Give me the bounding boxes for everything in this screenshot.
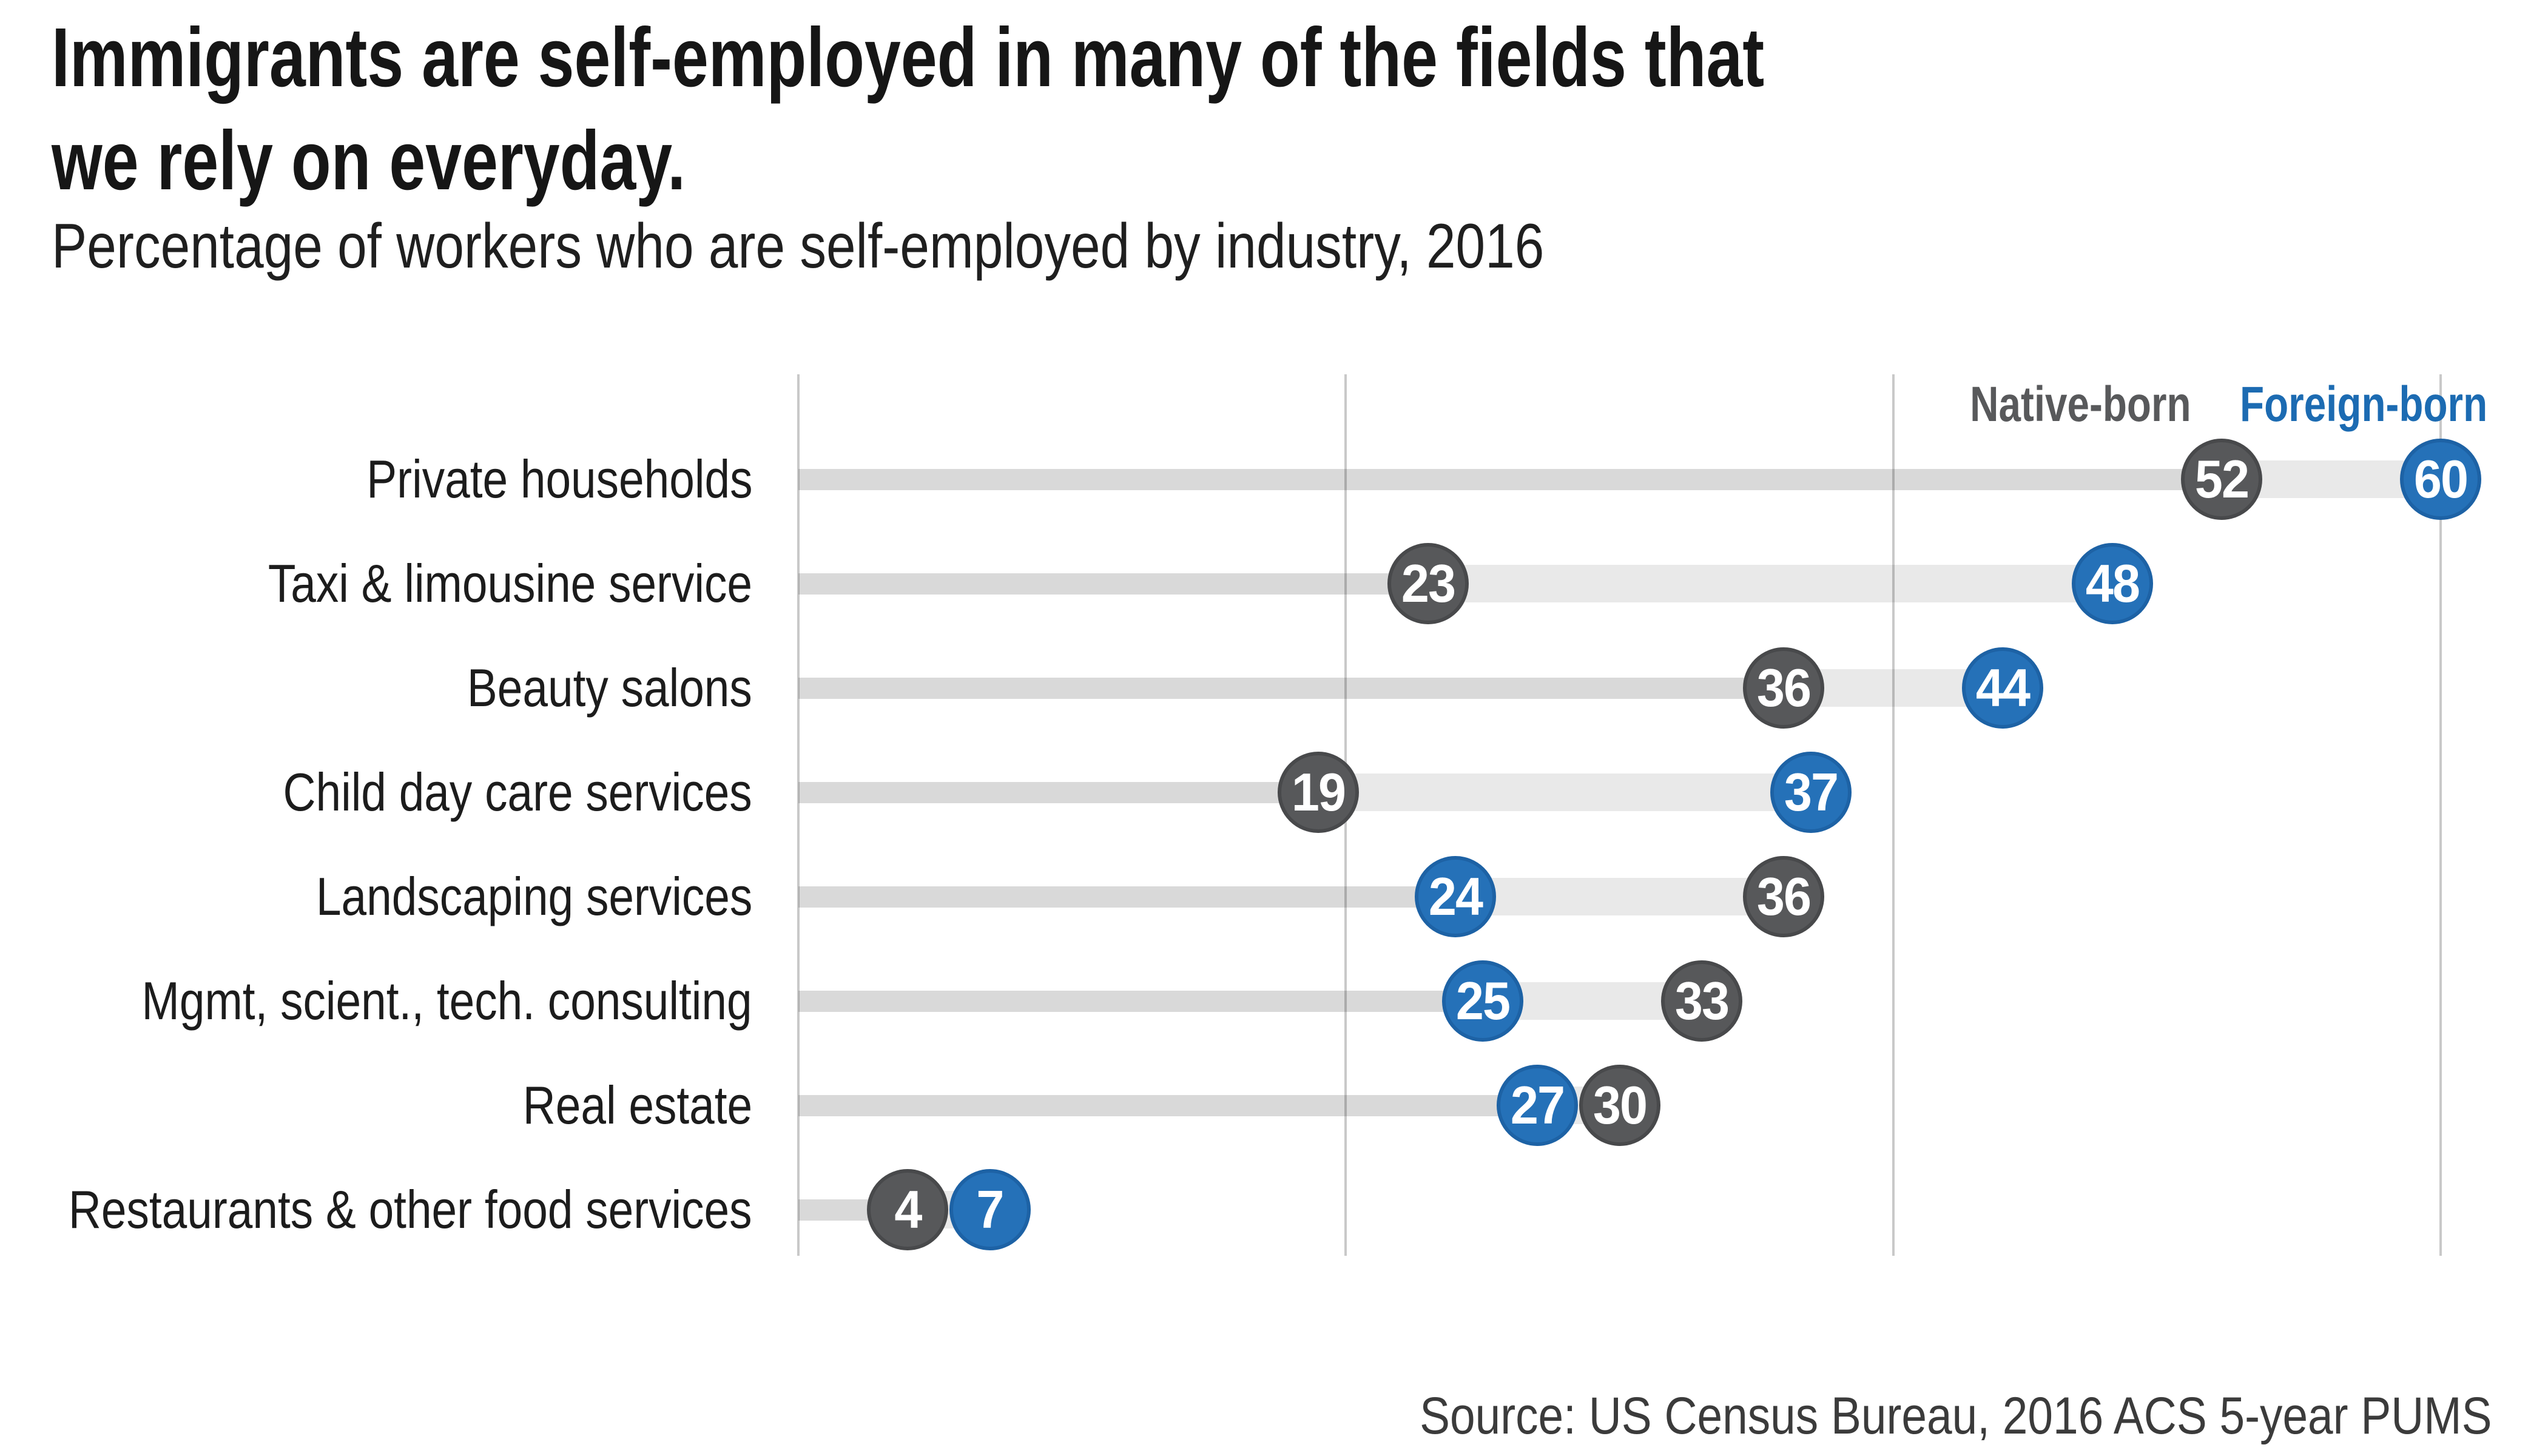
dot-value: 7 [976, 1179, 1005, 1239]
dot-value: 27 [1511, 1075, 1565, 1135]
foreign-dot: 37 [1770, 752, 1852, 833]
bar-base [798, 886, 1455, 908]
row-label: Child day care services [283, 762, 752, 822]
bar-base [798, 573, 1428, 595]
dot-value: 30 [1592, 1075, 1647, 1135]
source-note: Source: US Census Bureau, 2016 ACS 5-yea… [1420, 1387, 2492, 1445]
foreign-dot: 25 [1442, 960, 1523, 1042]
dot-value: 25 [1455, 971, 1511, 1031]
bar-base [798, 781, 1319, 803]
legend-native-born: Native-born [1970, 377, 2191, 432]
chart-title: Immigrants are self-employed in many of … [52, 6, 1764, 212]
row-label: Restaurants & other food services [69, 1179, 752, 1239]
dot-value: 19 [1292, 762, 1346, 822]
bar-base [798, 468, 2222, 490]
bar-base [798, 990, 1483, 1012]
dot-value: 48 [2085, 553, 2140, 613]
dot-value: 33 [1674, 971, 1730, 1031]
dot-value: 60 [2414, 449, 2469, 509]
native-dot: 4 [867, 1169, 949, 1250]
row-label: Private households [366, 449, 752, 509]
gridline-0 [797, 374, 800, 1256]
dot-value: 37 [1784, 762, 1839, 822]
dot-value: 4 [894, 1179, 922, 1239]
foreign-dot: 44 [1962, 647, 2044, 729]
dot-value: 36 [1757, 658, 1812, 718]
dot-value: 52 [2195, 449, 2250, 509]
row-label: Mgmt, scient., tech. consulting [141, 971, 752, 1031]
chart-subtitle: Percentage of workers who are self-emplo… [52, 211, 1545, 281]
row-label: Landscaping services [315, 866, 752, 926]
bar-connector [1427, 565, 2112, 602]
bar-connector [1318, 774, 1812, 811]
native-dot: 36 [1743, 856, 1825, 937]
row-label: Real estate [522, 1075, 752, 1135]
foreign-dot: 27 [1497, 1065, 1579, 1146]
native-dot: 52 [2181, 439, 2263, 520]
row-label: Taxi & limousine service [268, 553, 752, 613]
legend-foreign-born: Foreign-born [2239, 377, 2487, 432]
bar-base [798, 1094, 1538, 1116]
native-dot: 33 [1660, 960, 1742, 1042]
bar-base [798, 677, 1784, 699]
gridline-40 [1892, 374, 1895, 1256]
chart-title-line1: Immigrants are self-employed in many of … [52, 11, 1765, 104]
foreign-dot: 60 [2400, 439, 2482, 520]
dot-value: 36 [1757, 866, 1812, 926]
native-dot: 36 [1743, 647, 1825, 729]
native-dot: 19 [1278, 752, 1360, 833]
chart-title-line2: we rely on everyday. [52, 114, 686, 207]
foreign-dot: 7 [949, 1169, 1031, 1250]
foreign-dot: 24 [1414, 856, 1496, 937]
foreign-dot: 48 [2071, 543, 2153, 624]
row-label: Beauty salons [467, 658, 752, 718]
native-dot: 23 [1387, 543, 1469, 624]
bar-connector [1455, 878, 1784, 915]
dot-value: 24 [1428, 866, 1483, 926]
dot-value: 23 [1401, 553, 1456, 613]
native-dot: 30 [1579, 1065, 1660, 1146]
gridline-60 [2439, 374, 2442, 1256]
dot-value: 44 [1976, 658, 2031, 718]
